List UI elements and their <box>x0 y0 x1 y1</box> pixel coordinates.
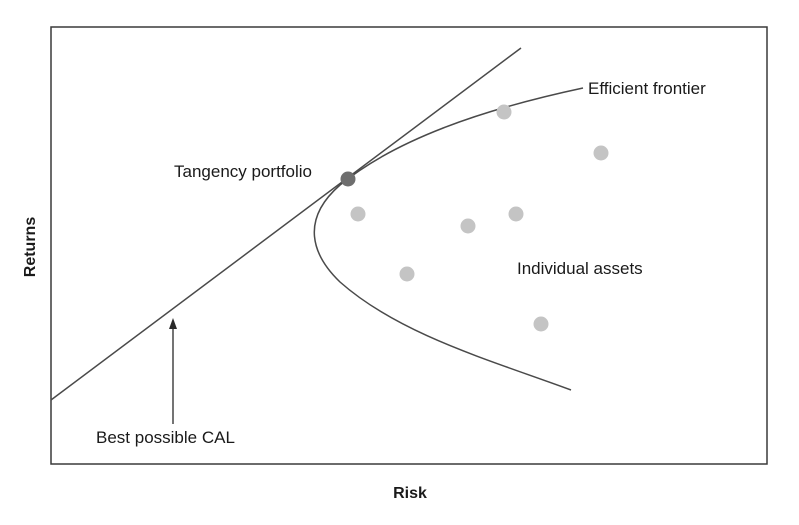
asset-dot <box>593 145 609 161</box>
asset-dot <box>508 206 524 222</box>
efficient-frontier-label: Efficient frontier <box>588 79 706 98</box>
y-axis-title: Returns <box>22 217 39 278</box>
asset-dot <box>350 206 366 222</box>
cal-line <box>50 47 522 401</box>
plot-frame <box>50 26 768 465</box>
asset-dot <box>533 316 549 332</box>
asset-dot <box>496 104 512 120</box>
x-axis-title: Risk <box>393 485 427 502</box>
tangency-portfolio-dot <box>340 171 356 187</box>
best-possible-cal-label: Best possible CAL <box>96 428 235 447</box>
tangency-portfolio-label: Tangency portfolio <box>174 162 312 181</box>
cal-arrow-head <box>169 318 177 329</box>
efficient-frontier-curve <box>313 87 584 391</box>
asset-dot <box>399 266 415 282</box>
individual-assets-label: Individual assets <box>517 259 643 278</box>
asset-dot <box>460 218 476 234</box>
